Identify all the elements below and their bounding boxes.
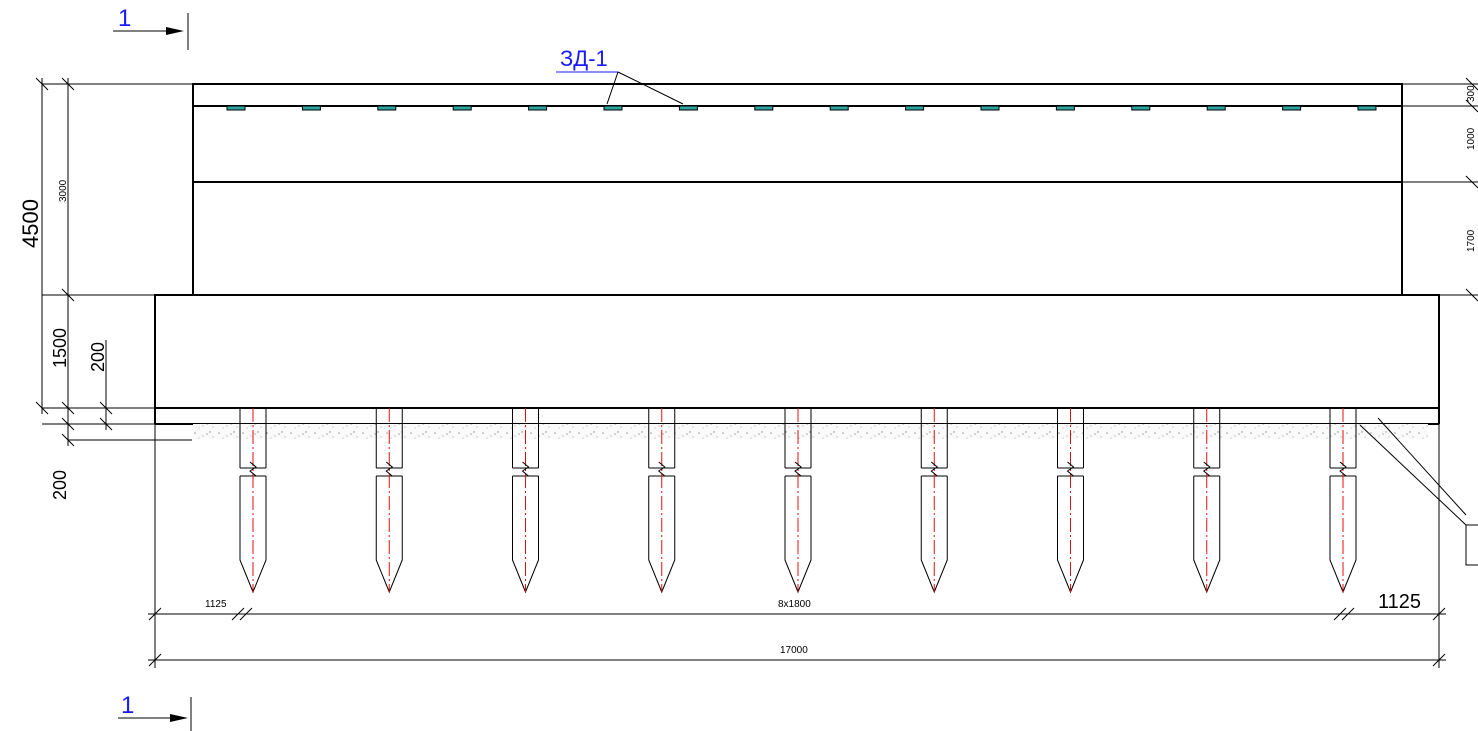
pile bbox=[784, 408, 812, 594]
dim-left-slab-inner: 200 bbox=[88, 342, 108, 372]
section-mark-top-label: 1 bbox=[118, 5, 131, 32]
dim-right-lower: 1700 bbox=[1466, 229, 1477, 252]
embed-plate bbox=[1282, 105, 1302, 111]
piles bbox=[239, 408, 1357, 594]
section-mark-bottom: 1 bbox=[118, 692, 192, 731]
pile bbox=[1329, 408, 1357, 594]
embed-plate bbox=[226, 105, 246, 111]
dim-bottom-total: 17000 bbox=[780, 645, 808, 656]
embed-plate bbox=[1206, 105, 1226, 111]
embed-plate bbox=[980, 105, 1000, 111]
embed-plate bbox=[829, 105, 849, 111]
dim-right-top: 300 bbox=[1466, 85, 1477, 102]
bottom-dimensions: 1125 8x1800 1125 17000 bbox=[148, 424, 1446, 668]
pile bbox=[920, 408, 948, 594]
pile bbox=[375, 408, 403, 594]
embed-plate bbox=[603, 105, 623, 111]
embed-plate bbox=[678, 105, 698, 111]
dim-left-upper: 3000 bbox=[58, 179, 69, 202]
left-dimensions: 4500 3000 1500 200 200 bbox=[18, 77, 193, 500]
pile bbox=[1057, 408, 1084, 594]
dim-left-bottom: 200 bbox=[50, 470, 70, 500]
embed-plate bbox=[528, 105, 548, 111]
section-mark-bottom-label: 1 bbox=[121, 692, 134, 719]
callout-label: ЗД-1 bbox=[560, 46, 608, 71]
dim-bottom-left: 1125 bbox=[205, 599, 227, 610]
embed-plate bbox=[1357, 105, 1377, 111]
pile bbox=[512, 408, 539, 594]
dim-left-slab: 1500 bbox=[50, 328, 70, 368]
embed-plate bbox=[452, 105, 472, 111]
callout-zd1: ЗД-1 bbox=[556, 46, 684, 105]
embed-plates bbox=[226, 105, 1377, 111]
right-dimensions: 300 1000 1700 bbox=[1402, 77, 1478, 302]
embed-plate bbox=[905, 105, 925, 111]
embed-plate bbox=[1055, 105, 1075, 111]
embed-plate bbox=[377, 105, 397, 111]
dim-bottom-span: 8x1800 bbox=[778, 599, 811, 610]
dim-right-middle: 1000 bbox=[1466, 127, 1477, 150]
pile bbox=[1193, 408, 1221, 594]
upper-wall bbox=[192, 83, 1403, 296]
callout-right bbox=[1359, 417, 1478, 566]
pile bbox=[239, 408, 267, 594]
embed-plate bbox=[301, 105, 321, 111]
pile bbox=[648, 408, 676, 594]
dim-bottom-right: 1125 bbox=[1378, 591, 1421, 613]
embed-plate bbox=[754, 105, 774, 111]
embed-plate bbox=[1131, 105, 1151, 111]
base-slab bbox=[154, 294, 1440, 425]
dim-left-total: 4500 bbox=[18, 199, 43, 248]
section-mark-top: 1 bbox=[113, 5, 189, 50]
